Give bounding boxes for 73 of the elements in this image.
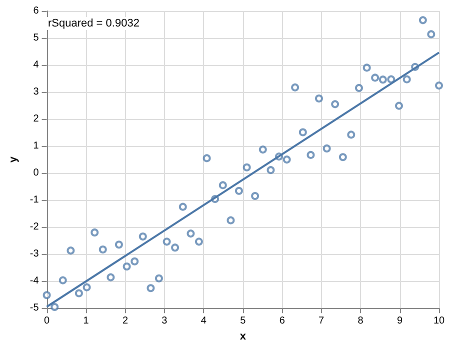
point xyxy=(106,273,115,282)
point xyxy=(258,146,267,154)
point xyxy=(322,144,331,152)
point xyxy=(82,283,91,292)
point xyxy=(226,216,235,224)
point xyxy=(58,276,67,284)
point xyxy=(122,262,131,271)
point xyxy=(331,100,340,108)
point xyxy=(338,153,347,162)
x-tick-label: 6 xyxy=(279,316,286,327)
y-tick-label: -4 xyxy=(30,276,40,287)
point xyxy=(266,166,275,174)
point xyxy=(435,82,443,90)
point xyxy=(306,150,315,159)
point xyxy=(298,128,307,136)
annotation: rSquared = 0.9032 xyxy=(48,18,140,30)
point xyxy=(194,238,203,246)
y-tick-label: 3 xyxy=(33,86,40,98)
point xyxy=(387,75,396,84)
y-tick-label: -1 xyxy=(30,194,40,206)
x-tick-label: 7 xyxy=(318,316,325,327)
x-tick-label: 0 xyxy=(44,316,50,327)
y-axis-title: y xyxy=(8,156,20,163)
y-tick-label: -2 xyxy=(30,222,40,233)
point xyxy=(178,202,187,211)
x-tick-label: 5 xyxy=(240,316,246,327)
y-tick-label: 5 xyxy=(33,32,40,44)
x-tick-label: 8 xyxy=(358,316,364,327)
x-axis-title: x xyxy=(240,330,247,342)
point xyxy=(402,75,411,84)
point xyxy=(50,303,59,312)
point xyxy=(395,102,403,110)
point xyxy=(418,16,427,24)
point xyxy=(138,232,147,241)
point xyxy=(251,192,260,200)
point xyxy=(66,246,75,255)
y-tick-label: -3 xyxy=(30,248,40,260)
x-tick-label: 10 xyxy=(433,316,445,327)
y-tick-label: 4 xyxy=(33,60,40,71)
point xyxy=(234,186,243,195)
point xyxy=(347,130,356,139)
y-tick-label: 0 xyxy=(33,168,40,179)
point xyxy=(186,230,195,238)
point xyxy=(354,84,363,92)
point xyxy=(98,245,107,254)
point xyxy=(90,228,99,236)
point xyxy=(42,291,51,300)
x-tick-label: 4 xyxy=(200,316,207,327)
point xyxy=(162,238,171,246)
point xyxy=(114,240,123,249)
x-tick-label: 3 xyxy=(162,316,168,327)
point xyxy=(362,64,371,72)
x-tick-label: 9 xyxy=(397,316,403,327)
point xyxy=(282,156,291,164)
y-tick-label: -5 xyxy=(30,302,40,314)
point xyxy=(130,257,139,266)
point xyxy=(202,154,211,162)
point xyxy=(218,181,227,190)
point xyxy=(427,30,436,38)
x-tick-label: 1 xyxy=(83,316,90,327)
y-tick-label: 1 xyxy=(33,140,40,152)
point xyxy=(314,94,323,103)
point xyxy=(154,274,163,282)
point xyxy=(171,244,180,252)
y-tick-label: 2 xyxy=(33,114,40,125)
point xyxy=(74,289,83,298)
point xyxy=(291,83,300,92)
point xyxy=(242,163,251,172)
x-tick-label: 2 xyxy=(122,316,128,327)
point xyxy=(146,284,155,292)
point xyxy=(378,76,387,84)
point xyxy=(371,74,380,82)
y-tick-label: 6 xyxy=(33,6,40,16)
